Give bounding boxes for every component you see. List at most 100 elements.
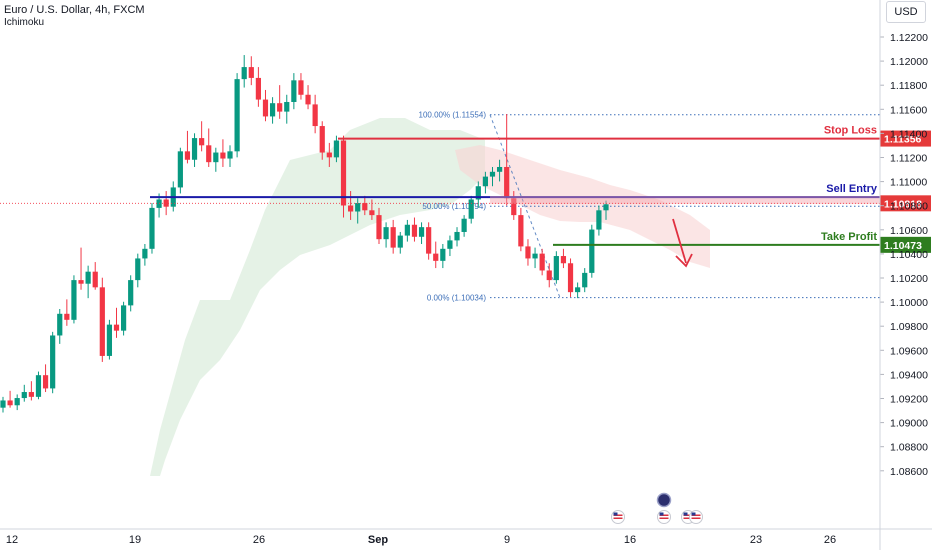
candle[interactable] — [539, 248, 545, 276]
candle[interactable] — [340, 135, 347, 218]
candle[interactable] — [57, 308, 63, 344]
candle[interactable] — [482, 171, 488, 194]
candle[interactable] — [404, 219, 410, 242]
candle[interactable] — [99, 277, 105, 362]
candle[interactable] — [567, 258, 574, 297]
candle[interactable] — [369, 199, 375, 220]
candle[interactable] — [277, 85, 283, 119]
candle[interactable] — [390, 219, 396, 254]
candle[interactable] — [461, 215, 467, 237]
candle[interactable] — [376, 207, 382, 245]
flag-stripe — [613, 517, 623, 519]
candle-body — [305, 94, 311, 105]
candle[interactable] — [191, 133, 198, 167]
candle[interactable] — [496, 159, 503, 182]
candle[interactable] — [135, 253, 141, 288]
candle[interactable] — [184, 130, 191, 164]
candle[interactable] — [284, 94, 290, 124]
candle[interactable] — [262, 89, 269, 122]
candle[interactable] — [589, 224, 595, 278]
candle[interactable] — [50, 331, 56, 394]
candle[interactable] — [518, 207, 524, 252]
trade-levels[interactable]: Stop Loss 1.11356 Sell Entry 1.10818 Take Pr… — [0, 125, 931, 253]
candle[interactable] — [298, 73, 304, 100]
candle[interactable] — [454, 227, 460, 247]
candle[interactable] — [326, 142, 332, 167]
candle[interactable] — [85, 265, 91, 299]
candle[interactable] — [333, 135, 340, 163]
candle[interactable] — [397, 231, 403, 254]
candle[interactable] — [511, 191, 517, 220]
candle[interactable] — [269, 97, 276, 124]
candle[interactable] — [28, 381, 34, 401]
candle[interactable] — [21, 384, 27, 402]
candle[interactable] — [418, 222, 425, 245]
candle[interactable] — [532, 247, 538, 269]
candle[interactable] — [92, 262, 98, 290]
candle[interactable] — [128, 275, 134, 312]
candle[interactable] — [553, 251, 559, 284]
candle[interactable] — [163, 191, 169, 216]
candle[interactable] — [149, 203, 155, 254]
candle[interactable] — [177, 147, 183, 194]
currency-button[interactable]: USD — [886, 1, 926, 23]
candle[interactable] — [7, 390, 13, 408]
fibonacci-retracement[interactable]: 100.00% (1.11554) 50.00% (1.10794) 0.00% (… — [419, 111, 880, 303]
candle[interactable] — [575, 282, 581, 299]
candle[interactable] — [14, 394, 20, 411]
candle[interactable] — [440, 244, 446, 269]
candle[interactable] — [255, 67, 261, 107]
candle[interactable] — [206, 128, 212, 167]
candle[interactable] — [291, 73, 297, 110]
candle[interactable] — [411, 217, 418, 242]
candle[interactable] — [475, 181, 481, 208]
candle[interactable] — [78, 247, 84, 290]
candle-body — [213, 152, 219, 163]
candle[interactable] — [426, 222, 432, 260]
candle[interactable] — [142, 244, 148, 266]
candle[interactable] — [348, 191, 354, 220]
candle[interactable] — [489, 166, 496, 187]
us-flag-icon[interactable] — [689, 510, 703, 524]
candle[interactable] — [603, 200, 609, 220]
candle[interactable] — [525, 239, 531, 266]
candle[interactable] — [71, 275, 77, 324]
candle[interactable] — [199, 121, 205, 152]
candle[interactable] — [468, 195, 474, 224]
candle[interactable] — [227, 145, 233, 167]
candle[interactable] — [546, 263, 552, 288]
candle[interactable] — [241, 55, 247, 88]
x-tick-label: 23 — [750, 534, 762, 546]
candle[interactable] — [596, 205, 602, 236]
candle[interactable] — [213, 147, 219, 172]
candle-body — [546, 270, 552, 281]
us-flag-icon[interactable] — [656, 492, 672, 508]
candle[interactable] — [504, 114, 510, 206]
candle[interactable] — [234, 73, 240, 158]
candle[interactable] — [383, 222, 389, 248]
candle[interactable] — [319, 121, 325, 160]
us-flag-icon[interactable] — [657, 510, 671, 524]
candle[interactable] — [0, 396, 6, 413]
us-flag-icon[interactable] — [611, 510, 625, 524]
candle[interactable] — [64, 299, 70, 326]
candle[interactable] — [447, 235, 453, 257]
candle[interactable] — [248, 56, 254, 86]
candle[interactable] — [106, 319, 113, 360]
candle[interactable] — [355, 198, 361, 224]
candle[interactable] — [121, 301, 127, 336]
indicator-label[interactable]: Ichimoku — [4, 17, 45, 28]
candle[interactable] — [42, 364, 49, 393]
candle[interactable] — [312, 94, 318, 134]
candle[interactable] — [113, 307, 120, 338]
candle[interactable] — [362, 195, 368, 216]
candle[interactable] — [582, 268, 588, 293]
candle[interactable] — [305, 85, 311, 110]
candle[interactable] — [560, 248, 567, 269]
candle[interactable] — [35, 371, 42, 400]
candle[interactable] — [220, 139, 226, 167]
economic-events[interactable] — [611, 492, 703, 524]
candle[interactable] — [433, 241, 439, 269]
